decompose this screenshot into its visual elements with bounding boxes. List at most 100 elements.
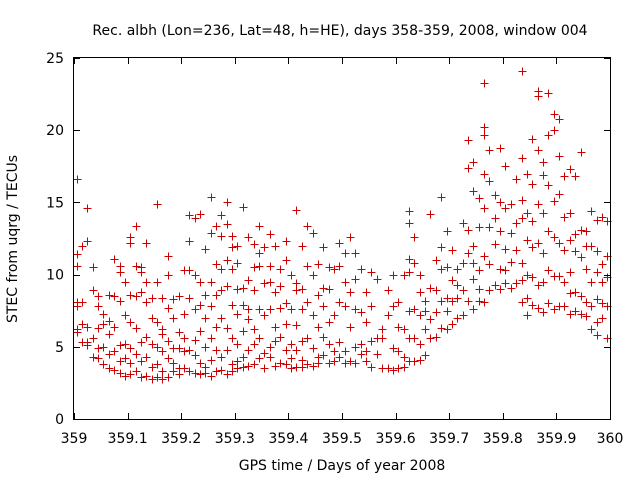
- data-point: [325, 318, 334, 327]
- data-point: [560, 172, 569, 181]
- data-point: [475, 194, 484, 203]
- data-point: [201, 245, 210, 254]
- data-point: [362, 288, 371, 297]
- data-point: [132, 292, 141, 301]
- data-point: [453, 265, 462, 274]
- data-point: [137, 357, 146, 366]
- data-point: [485, 177, 494, 186]
- data-point: [207, 334, 216, 343]
- data-point: [196, 210, 205, 219]
- data-point: [282, 346, 291, 355]
- data-point: [491, 281, 500, 290]
- data-point: [142, 239, 151, 248]
- data-point: [351, 343, 360, 352]
- data-point: [330, 265, 339, 274]
- data-point: [169, 295, 178, 304]
- data-point: [528, 135, 537, 144]
- data-point: [357, 340, 366, 349]
- y-tick-label: 0: [55, 412, 64, 428]
- data-point: [282, 299, 291, 308]
- data-point: [137, 268, 146, 277]
- data-point: [73, 302, 82, 311]
- data-point: [464, 249, 473, 258]
- data-point: [292, 279, 301, 288]
- data-point: [228, 360, 237, 369]
- data-point: [582, 227, 591, 236]
- data-point: [341, 249, 350, 258]
- data-point: [207, 193, 216, 202]
- data-point: [598, 213, 607, 222]
- data-point: [389, 344, 398, 353]
- data-point: [180, 334, 189, 343]
- data-point: [346, 357, 355, 366]
- data-point: [223, 282, 232, 291]
- data-point: [298, 337, 307, 346]
- data-point: [544, 89, 553, 98]
- data-point: [217, 353, 226, 362]
- data-point: [175, 370, 184, 379]
- data-point: [255, 262, 264, 271]
- data-point: [528, 273, 537, 282]
- data-point: [335, 262, 344, 271]
- data-point: [148, 363, 157, 372]
- data-point: [480, 79, 489, 88]
- data-point: [185, 346, 194, 355]
- data-point: [475, 297, 484, 306]
- data-point: [507, 229, 516, 238]
- data-point: [560, 246, 569, 255]
- data-point: [169, 314, 178, 323]
- data-point: [432, 333, 441, 342]
- data-point: [126, 318, 135, 327]
- data-point: [501, 245, 510, 254]
- data-point: [539, 308, 548, 317]
- data-point: [99, 343, 108, 352]
- data-point: [126, 291, 135, 300]
- data-point: [410, 233, 419, 242]
- data-point: [571, 230, 580, 239]
- data-point: [555, 239, 564, 248]
- data-point: [196, 359, 205, 368]
- data-point: [496, 285, 505, 294]
- x-tick-label: 359.6: [376, 431, 416, 447]
- data-point: [437, 193, 446, 202]
- data-point: [405, 207, 414, 216]
- data-point: [598, 278, 607, 287]
- data-point: [593, 247, 602, 256]
- data-point: [105, 350, 114, 359]
- data-point: [544, 227, 553, 236]
- data-point: [518, 67, 527, 76]
- data-point: [518, 214, 527, 223]
- data-point: [485, 286, 494, 295]
- data-point: [367, 337, 376, 346]
- data-point: [244, 362, 253, 371]
- data-point: [250, 340, 259, 349]
- y-axis-label: STEC from uqrg / TECUs: [5, 155, 21, 323]
- data-point: [518, 298, 527, 307]
- data-point: [469, 275, 478, 284]
- data-point: [142, 333, 151, 342]
- data-point: [239, 301, 248, 310]
- data-point: [410, 259, 419, 268]
- data-point: [266, 343, 275, 352]
- data-point: [496, 227, 505, 236]
- data-point: [132, 262, 141, 271]
- data-point: [228, 232, 237, 241]
- data-point: [110, 255, 119, 264]
- data-point: [469, 242, 478, 251]
- data-point: [196, 327, 205, 336]
- data-point: [132, 367, 141, 376]
- data-point: [539, 249, 548, 258]
- data-point: [287, 271, 296, 280]
- data-point: [116, 297, 125, 306]
- data-point: [191, 336, 200, 345]
- data-point: [550, 197, 559, 206]
- data-point: [459, 219, 468, 228]
- data-point: [142, 278, 151, 287]
- data-point: [523, 294, 532, 303]
- data-point: [593, 331, 602, 340]
- data-point: [233, 310, 242, 319]
- data-point: [389, 302, 398, 311]
- data-point: [416, 340, 425, 349]
- data-point: [566, 289, 575, 298]
